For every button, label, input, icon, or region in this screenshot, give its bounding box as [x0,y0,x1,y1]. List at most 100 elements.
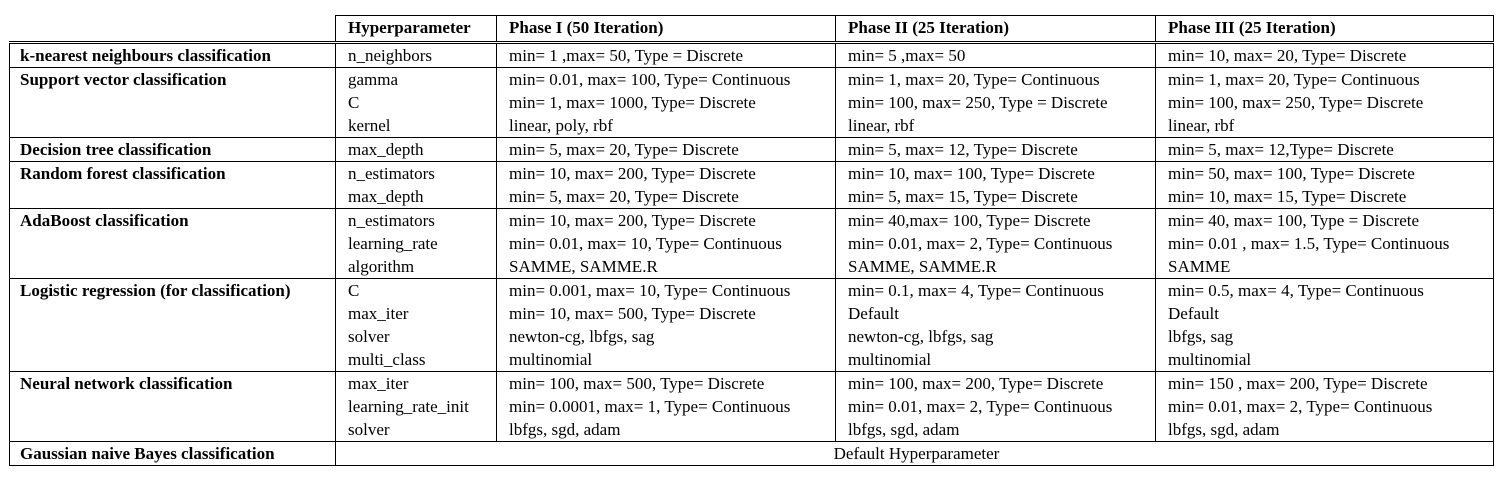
range-value: min= 100, max= 250, Type= Discrete [1168,93,1424,112]
range-value: min= 40, max= 100, Type = Discrete [1168,211,1420,230]
phase1-cell: min= 10, max= 200, Type= Discrete min= 0.… [496,208,836,279]
hyperparameter-name: max_depth [348,187,424,206]
range-value: min= 5 ,max= 50 [848,46,966,65]
range-value: lbfgs, sgd, adam [848,420,960,439]
hyperparameter-name: algorithm [348,257,415,276]
range-value: newton-cg, lbfgs, sag [509,327,655,346]
range-value: min= 5, max= 15, Type= Discrete [848,187,1078,206]
range-value: multinomial [848,350,932,369]
model-name: Random forest classification [9,161,336,209]
hyperparameter-cell: n_estimators learning_rate algorithm [335,208,497,279]
range-value: min= 10, max= 20, Type= Discrete [1168,46,1407,65]
phase2-cell: min= 5, max= 12, Type= Discrete [835,137,1156,162]
range-value: min= 100, max= 250, Type = Discrete [848,93,1108,112]
hyperparameter-name: solver [348,420,390,439]
model-name: k-nearest neighbours classification [9,42,336,68]
range-value: min= 5, max= 20, Type= Discrete [509,187,739,206]
range-value: min= 0.5, max= 4, Type= Continuous [1168,281,1424,300]
phase1-cell: min= 100, max= 500, Type= Discrete min= 0… [496,371,836,442]
phase2-cell: min= 10, max= 100, Type= Discrete min= 5,… [835,161,1156,209]
range-value: newton-cg, lbfgs, sag [848,327,994,346]
phase1-cell: min= 1 ,max= 50, Type = Discrete [496,42,836,68]
range-value: min= 0.01, max= 2, Type= Continuous [848,397,1113,416]
range-value: min= 1, max= 20, Type= Continuous [1168,70,1420,89]
phase3-cell: min= 150 , max= 200, Type= Discrete min= … [1155,371,1494,442]
hyperparameter-name: learning_rate [348,234,438,253]
header-phase-3: Phase III (25 Iteration) [1155,15,1494,43]
model-name: Logistic regression (for classification) [9,278,336,372]
range-value: min= 10, max= 200, Type= Discrete [509,164,756,183]
range-value: linear, poly, rbf [509,116,613,135]
range-value: min= 10, max= 100, Type= Discrete [848,164,1095,183]
range-value: min= 10, max= 15, Type= Discrete [1168,187,1407,206]
phase3-cell: min= 5, max= 12,Type= Discrete [1155,137,1494,162]
range-value: min= 100, max= 500, Type= Discrete [509,374,765,393]
hyperparameter-name: multi_class [348,350,426,369]
default-hyperparameter-note: Default Hyperparameter [335,441,1494,466]
range-value: min= 10, max= 500, Type= Discrete [509,304,756,323]
range-value: min= 100, max= 200, Type= Discrete [848,374,1104,393]
hyperparameter-cell: max_depth [335,137,497,162]
range-value: min= 5, max= 12,Type= Discrete [1168,140,1394,159]
range-value: SAMME, SAMME.R [848,257,997,276]
model-name: Decision tree classification [9,137,336,162]
range-value: Default [848,304,899,323]
range-value: min= 0.01, max= 100, Type= Continuous [509,70,791,89]
range-value: min= 1 ,max= 50, Type = Discrete [509,46,744,65]
phase3-cell: min= 1, max= 20, Type= Continuous min= 10… [1155,67,1494,138]
model-name: Gaussian naive Bayes classification [9,441,336,466]
range-value: SAMME, SAMME.R [509,257,658,276]
header-hyperparameter: Hyperparameter [335,15,497,43]
phase3-cell: min= 10, max= 20, Type= Discrete [1155,42,1494,68]
range-value: min= 0.01 , max= 1.5, Type= Continuous [1168,234,1450,253]
phase1-cell: min= 0.01, max= 100, Type= Continuous min… [496,67,836,138]
range-value: lbfgs, sgd, adam [1168,420,1280,439]
phase2-cell: min= 100, max= 200, Type= Discrete min= 0… [835,371,1156,442]
header-phase-1: Phase I (50 Iteration) [496,15,836,43]
range-value: min= 5, max= 20, Type= Discrete [509,140,739,159]
hyperparameter-table-container: Hyperparameter Phase I (50 Iteration) Ph… [9,15,1494,466]
hyperparameter-name: kernel [348,116,391,135]
phase3-cell: min= 0.5, max= 4, Type= Continuous Defaul… [1155,278,1494,372]
phase2-cell: min= 1, max= 20, Type= Continuous min= 10… [835,67,1156,138]
hyperparameter-cell: n_estimators max_depth [335,161,497,209]
range-value: linear, rbf [848,116,915,135]
table-body: k-nearest neighbours classification n_nei… [9,42,1494,466]
phase1-cell: min= 10, max= 200, Type= Discrete min= 5,… [496,161,836,209]
range-value: min= 1, max= 20, Type= Continuous [848,70,1100,89]
table-row: Logistic regression (for classification)… [9,278,1494,372]
hyperparameter-name: learning_rate_init [348,397,469,416]
range-value: min= 40,max= 100, Type= Discrete [848,211,1091,230]
range-value: min= 0.0001, max= 1, Type= Continuous [509,397,791,416]
range-value: min= 5, max= 12, Type= Discrete [848,140,1078,159]
hyperparameter-name: gamma [348,70,399,89]
range-value: min= 150 , max= 200, Type= Discrete [1168,374,1428,393]
model-name: Neural network classification [9,371,336,442]
table-row: k-nearest neighbours classification n_nei… [9,42,1494,68]
hyperparameter-name: max_iter [348,304,409,323]
table-row: AdaBoost classification n_estimators learn… [9,208,1494,279]
hyperparameter-name: max_depth [348,140,424,159]
hyperparameter-table: Hyperparameter Phase I (50 Iteration) Ph… [9,15,1494,466]
phase1-cell: min= 5, max= 20, Type= Discrete [496,137,836,162]
range-value: lbfgs, sgd, adam [509,420,621,439]
hyperparameter-name: solver [348,327,390,346]
range-value: min= 0.001, max= 10, Type= Continuous [509,281,791,300]
phase3-cell: min= 40, max= 100, Type = Discrete min= 0… [1155,208,1494,279]
range-value: Default [1168,304,1219,323]
range-value: multinomial [509,350,593,369]
phase1-cell: min= 0.001, max= 10, Type= Continuous min… [496,278,836,372]
hyperparameter-cell: n_neighbors [335,42,497,68]
range-value: linear, rbf [1168,116,1235,135]
range-value: min= 0.1, max= 4, Type= Continuous [848,281,1104,300]
hyperparameter-name: max_iter [348,374,409,393]
table-row: Random forest classification n_estimators… [9,161,1494,209]
table-row-gaussian-nb: Gaussian naive Bayes classification Defa… [9,441,1494,466]
phase2-cell: min= 0.1, max= 4, Type= Continuous Defaul… [835,278,1156,372]
hyperparameter-name: n_neighbors [348,46,433,65]
